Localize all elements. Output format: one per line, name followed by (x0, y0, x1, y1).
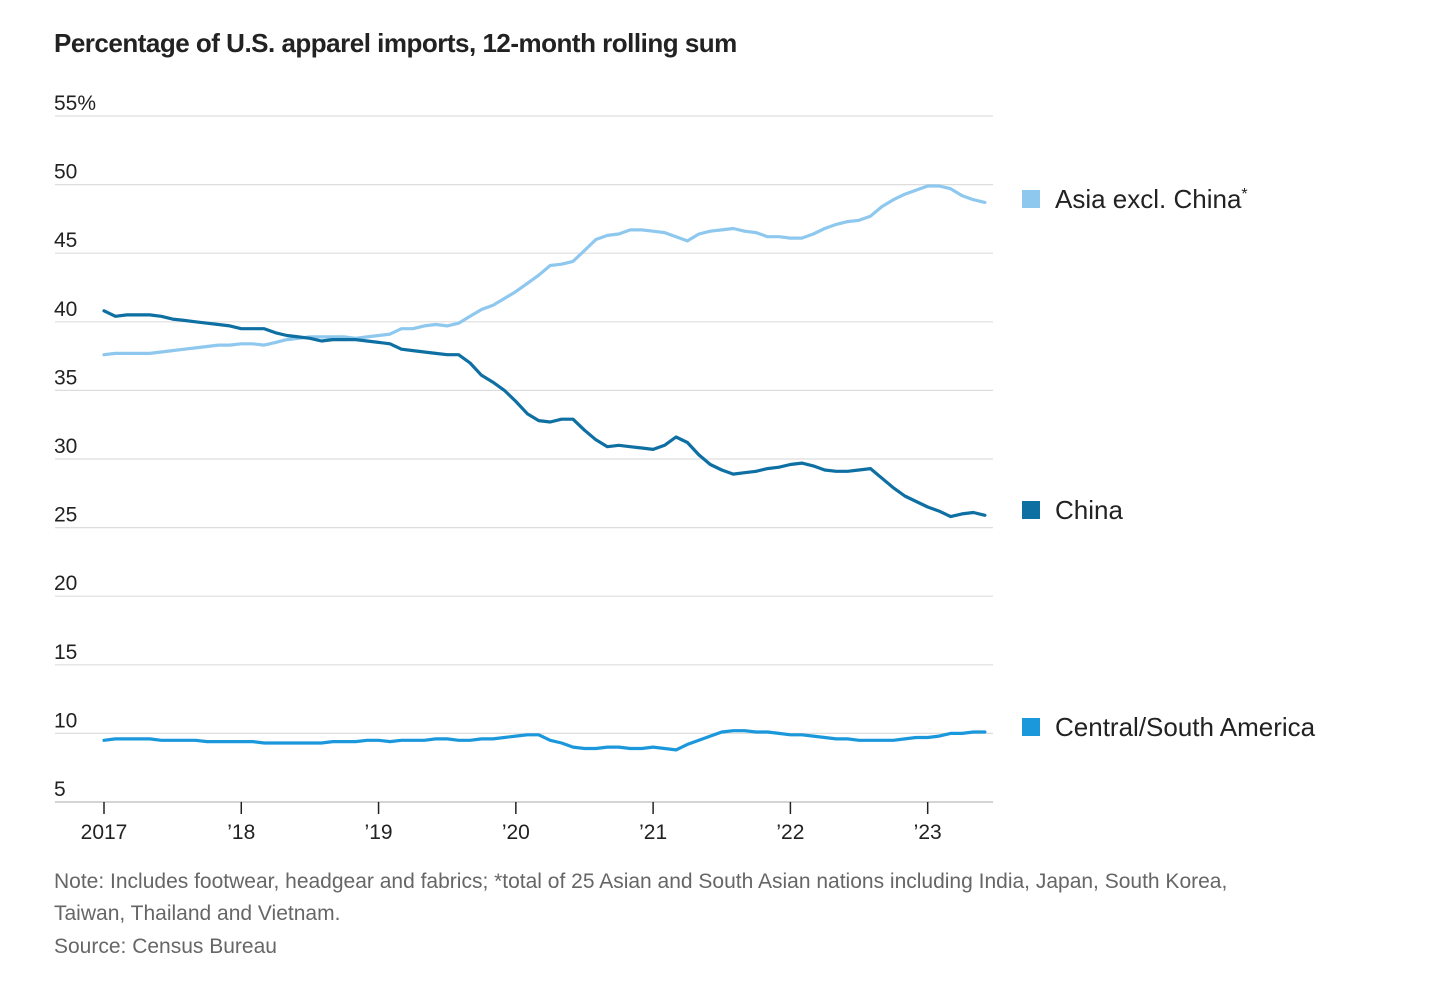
x-tick-label: 2017 (81, 821, 128, 844)
legend-swatch (1022, 501, 1040, 519)
chart-title: Percentage of U.S. apparel imports, 12-m… (54, 28, 737, 58)
x-tick-label: ’20 (502, 821, 530, 844)
y-tick-label: 55% (54, 92, 96, 115)
series-line-china (102, 309, 987, 519)
x-tick-label: ’23 (914, 821, 942, 844)
legend-label: Asia excl. China* (1055, 184, 1248, 214)
y-tick-label: 5 (54, 778, 66, 801)
y-tick-label: 30 (54, 435, 77, 458)
series-line-asia-excl-china (102, 184, 987, 357)
y-tick-label: 15 (54, 641, 77, 664)
y-tick-label: 45 (54, 229, 77, 252)
x-tick-label: ’22 (776, 821, 804, 844)
y-tick-label: 20 (54, 572, 77, 595)
x-tick-label: ’19 (365, 821, 393, 844)
legend-label: China (1055, 495, 1123, 525)
y-tick-label: 40 (54, 298, 77, 321)
y-tick-label: 25 (54, 504, 77, 527)
series-line-central-south-america (102, 729, 987, 752)
legend-label: Central/South America (1055, 712, 1316, 742)
y-tick-label: 50 (54, 161, 77, 184)
note-line-1: Note: Includes footwear, headgear and fa… (54, 870, 1228, 893)
legend-swatch (1022, 190, 1040, 208)
legend-swatch (1022, 718, 1040, 736)
source-line: Source: Census Bureau (54, 935, 277, 958)
x-tick-label: ’18 (227, 821, 255, 844)
y-tick-label: 10 (54, 709, 77, 732)
y-tick-label: 35 (54, 366, 77, 389)
note-line-2: Taiwan, Thailand and Vietnam. (54, 902, 341, 925)
x-tick-label: ’21 (639, 821, 667, 844)
